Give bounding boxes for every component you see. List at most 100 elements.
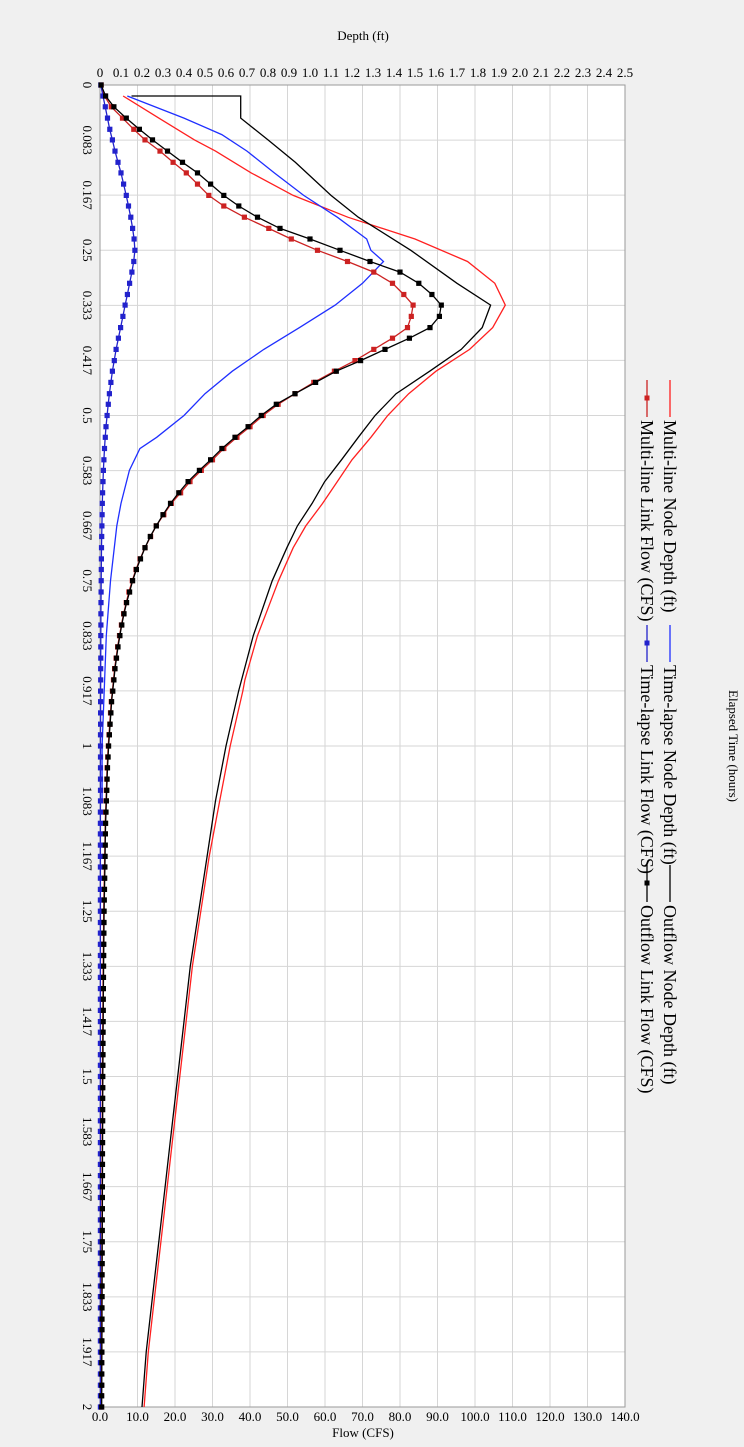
x-tick-label: 0.333 <box>80 291 95 320</box>
series-marker <box>121 611 127 617</box>
legend-marker <box>644 880 650 886</box>
depth-tick-label: 1.2 <box>344 65 360 80</box>
series-layer <box>97 82 507 1410</box>
series-marker <box>164 148 171 154</box>
series-marker <box>99 1294 105 1300</box>
series-marker <box>314 247 321 253</box>
flow-tick-label: 0.0 <box>92 1409 108 1424</box>
series-0 <box>122 95 507 1408</box>
legend-label: Outflow Link Flow (CFS) <box>636 905 657 1094</box>
series-marker <box>100 1118 106 1124</box>
series-marker <box>170 159 176 165</box>
series-marker <box>206 192 212 199</box>
series-marker <box>99 1261 105 1267</box>
series-marker <box>109 368 115 374</box>
x-tick-label: 1.833 <box>80 1282 95 1311</box>
series-marker <box>183 170 189 176</box>
series-marker <box>389 335 396 341</box>
x-tick-label: 0.917 <box>80 676 95 706</box>
x-tick-label: 2 <box>80 1404 95 1411</box>
x-tick-label: 1 <box>80 743 95 750</box>
series-marker <box>107 126 113 132</box>
series-marker <box>436 313 442 319</box>
series-marker <box>102 853 108 859</box>
flow-tick-label: 30.0 <box>201 1409 224 1424</box>
series-marker <box>194 170 201 176</box>
flow-tick-label: 10.0 <box>126 1409 149 1424</box>
series-marker <box>99 1151 106 1157</box>
series-marker <box>149 137 156 143</box>
series-marker <box>99 1305 105 1311</box>
series-marker <box>99 1404 105 1410</box>
depth-tick-label: 1.4 <box>386 65 403 80</box>
series-marker <box>382 346 388 352</box>
series-marker <box>129 269 135 275</box>
flow-tick-label: 120.0 <box>535 1409 564 1424</box>
series-marker <box>125 203 132 209</box>
series-marker <box>101 897 107 903</box>
flow-tick-label: 40.0 <box>239 1409 262 1424</box>
series-marker <box>99 1206 105 1212</box>
series-marker <box>98 622 104 628</box>
series-marker <box>219 445 225 452</box>
x-tick-label: 0 <box>80 82 95 89</box>
series-marker <box>266 225 272 232</box>
series-marker <box>98 721 104 727</box>
series-marker <box>307 236 313 242</box>
series-marker <box>273 401 279 407</box>
series-marker <box>98 566 104 573</box>
flow-tick-label: 110.0 <box>498 1409 527 1424</box>
series-marker <box>131 236 137 242</box>
series-marker <box>99 1173 106 1179</box>
series-marker <box>119 622 125 628</box>
series-marker <box>102 875 108 881</box>
legend-label: Multi-line Link Flow (CFS) <box>636 420 657 622</box>
depth-tick-label: 2.5 <box>617 65 633 80</box>
legend-marker <box>644 640 650 646</box>
depth-tick-label: 0 <box>97 65 104 80</box>
depth-tick-label: 1.8 <box>470 65 486 80</box>
flow-tick-label: 20.0 <box>164 1409 187 1424</box>
series-marker <box>258 412 264 419</box>
series-marker <box>99 533 105 540</box>
series-marker <box>97 864 103 870</box>
series-marker <box>100 986 106 992</box>
series-marker <box>104 765 111 771</box>
series-marker <box>98 589 104 595</box>
series-marker <box>100 1073 106 1080</box>
series-marker <box>105 401 111 407</box>
series-marker <box>99 1393 105 1399</box>
x-tick-label: 0.583 <box>80 456 95 485</box>
series-marker <box>99 1250 105 1256</box>
series-marker <box>127 280 133 286</box>
series-marker <box>106 391 112 397</box>
series-marker <box>408 313 414 319</box>
depth-tick-label: 0.1 <box>113 65 129 80</box>
series-marker <box>100 479 106 485</box>
series-marker <box>416 280 422 286</box>
series-marker <box>167 500 174 506</box>
series-marker <box>99 1382 105 1388</box>
series-marker <box>98 666 104 672</box>
series-marker <box>344 258 351 265</box>
depth-tick-label: 1.1 <box>323 65 339 80</box>
series-marker <box>232 434 238 440</box>
depth-tick-label: 1.5 <box>407 65 423 80</box>
series-marker <box>97 842 103 848</box>
series-marker <box>100 1052 106 1058</box>
series-marker <box>208 181 214 187</box>
series-marker <box>97 754 104 760</box>
legend-item: Time-lapse Link Flow (CFS) <box>636 625 657 874</box>
series-marker <box>254 214 261 220</box>
flow-axis-title: Flow (CFS) <box>332 1425 394 1440</box>
series-marker <box>109 137 115 143</box>
series-marker <box>99 1227 105 1234</box>
depth-tick-label: 1.6 <box>428 65 445 80</box>
series-marker <box>101 908 107 914</box>
series-marker <box>101 886 108 892</box>
depth-tick-label: 2.2 <box>554 65 570 80</box>
series-marker <box>157 148 163 154</box>
legend-marker <box>644 395 650 401</box>
series-marker <box>98 699 104 705</box>
series-marker <box>131 126 137 132</box>
